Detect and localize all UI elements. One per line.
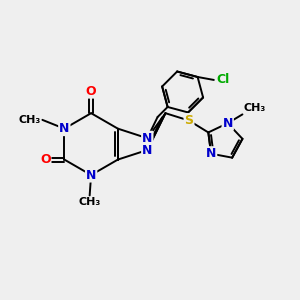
Text: N: N	[142, 143, 152, 157]
Text: CH₃: CH₃	[79, 197, 101, 207]
Text: Cl: Cl	[217, 74, 230, 86]
Text: N: N	[86, 169, 96, 182]
Text: CH₃: CH₃	[19, 115, 41, 125]
Text: N: N	[206, 147, 216, 160]
Text: S: S	[184, 114, 194, 127]
Text: N: N	[142, 132, 152, 145]
Text: O: O	[40, 153, 50, 166]
Text: N: N	[223, 117, 233, 130]
Text: CH₃: CH₃	[244, 103, 266, 113]
Text: O: O	[86, 85, 96, 98]
Text: N: N	[59, 122, 70, 135]
